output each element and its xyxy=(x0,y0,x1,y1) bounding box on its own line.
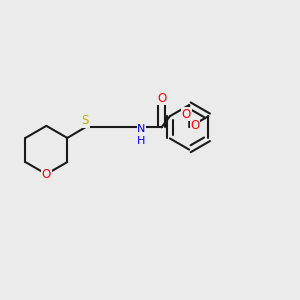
Text: S: S xyxy=(82,114,89,127)
Text: N
H: N H xyxy=(137,124,146,146)
Text: O: O xyxy=(42,168,51,181)
Text: O: O xyxy=(182,108,191,121)
Text: O: O xyxy=(190,118,200,132)
Text: O: O xyxy=(157,92,166,105)
